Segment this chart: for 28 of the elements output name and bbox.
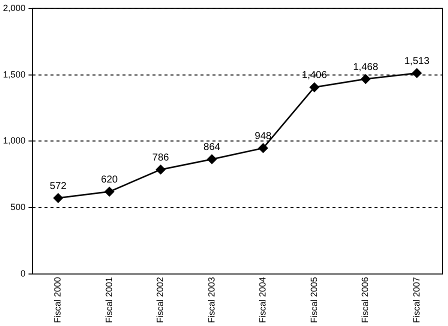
x-tick-label: Fiscal 2002 [155, 276, 166, 324]
point [207, 154, 217, 164]
x-tick-label: Fiscal 2000 [52, 276, 63, 324]
data-label: 864 [204, 142, 221, 153]
point [53, 193, 63, 203]
y-tick-label: 0 [20, 268, 26, 278]
x-tick-label: Fiscal 2007 [411, 276, 422, 324]
data-label: 620 [101, 174, 118, 186]
x-tick-label: Fiscal 2006 [360, 276, 370, 324]
x-tick-label: Fiscal 2005 [308, 276, 319, 324]
data-label: 1,513 [404, 56, 430, 67]
point [258, 143, 268, 153]
point [412, 68, 422, 78]
y-tick-label: 2,000 [2, 2, 26, 13]
data-label: 948 [254, 130, 272, 142]
y-tick-label: 1,000 [2, 136, 26, 146]
data-label: 572 [50, 180, 67, 192]
x-tick-label: Fiscal 2004 [258, 276, 268, 324]
x-tick-label: Fiscal 2003 [206, 276, 216, 324]
point [360, 74, 370, 84]
point [310, 82, 320, 92]
data-label: 786 [152, 152, 170, 164]
y-tick-label: 500 [10, 202, 26, 212]
point [104, 186, 114, 196]
x-tick-label: Fiscal 2001 [104, 276, 114, 324]
data-label: 1,468 [353, 62, 379, 73]
y-tick-label: 1,500 [2, 69, 26, 80]
point [156, 164, 166, 174]
